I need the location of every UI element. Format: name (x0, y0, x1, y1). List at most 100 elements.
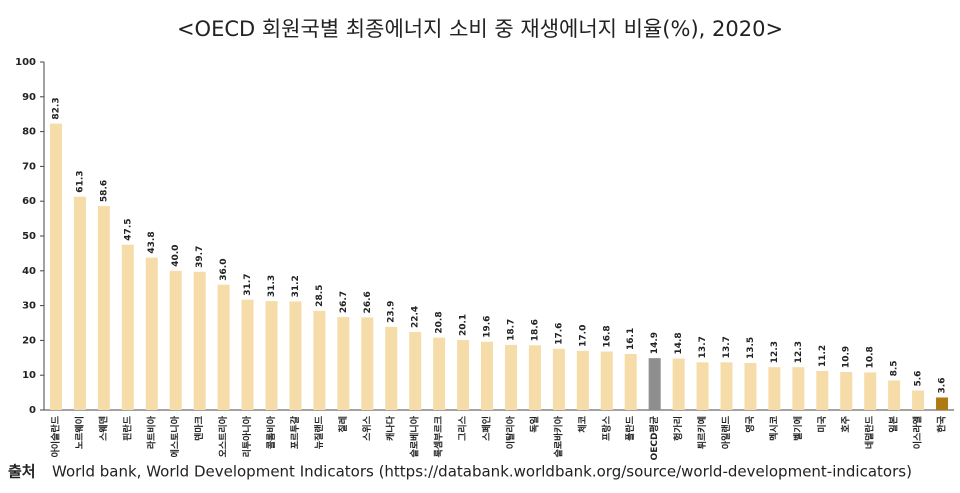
x-tick-label: 아일랜드 (720, 415, 732, 449)
value-label: 31.2 (291, 275, 301, 297)
x-tick-label: 콜롬비아 (265, 415, 277, 449)
bar (97, 206, 110, 410)
value-label: 40.0 (171, 245, 181, 267)
bar (624, 353, 637, 410)
x-tick-label: 칠레 (337, 416, 349, 433)
value-label: 31.3 (267, 275, 277, 297)
x-tick-label: OECD평균 (648, 415, 660, 460)
bar (768, 367, 781, 410)
bar (121, 244, 134, 410)
y-tick-label: 10 (22, 370, 36, 381)
value-label: 8.5 (890, 360, 900, 376)
value-label: 5.6 (914, 371, 924, 387)
y-tick-label: 70 (22, 161, 36, 172)
value-label: 61.3 (75, 170, 85, 192)
value-label: 26.7 (339, 291, 349, 313)
y-tick-label: 100 (15, 57, 36, 68)
x-tick-label: 룩셈부르크 (433, 416, 445, 457)
value-label: 14.8 (674, 332, 684, 354)
x-tick-label: 뉴질랜드 (313, 415, 325, 449)
x-tick-label: 핀란드 (121, 415, 133, 441)
bar (504, 344, 517, 410)
bar (792, 367, 805, 410)
bar (672, 358, 685, 410)
value-label: 16.8 (602, 325, 612, 347)
value-label: 43.8 (147, 231, 157, 253)
value-label: 3.6 (938, 378, 948, 394)
value-label: 11.2 (818, 345, 828, 367)
source-text: World bank, World Development Indicators… (52, 463, 912, 481)
x-tick-label: 그리스 (457, 415, 469, 441)
value-label: 12.3 (770, 341, 780, 363)
x-tick-label: 네덜란드 (864, 415, 876, 449)
value-label: 14.9 (650, 332, 660, 354)
value-label: 22.4 (411, 306, 421, 328)
x-tick-label: 튀르키예 (696, 416, 708, 449)
chart-title: <OECD 회원국별 최종에너지 소비 중 재생에너지 비율(%), 2020> (177, 17, 783, 41)
bar (936, 397, 949, 410)
value-label: 19.6 (483, 316, 493, 338)
value-label: 31.7 (243, 273, 253, 295)
bar (552, 348, 565, 410)
value-label: 17.6 (554, 323, 564, 345)
x-tick-label: 독일 (528, 416, 540, 433)
bar (265, 301, 278, 410)
x-tick-label: 미국 (816, 415, 828, 432)
x-tick-label: 리투아니아 (241, 415, 253, 457)
bar (696, 362, 709, 410)
value-label: 36.0 (219, 259, 229, 281)
x-tick-label: 헝가리 (672, 416, 684, 441)
bar (409, 332, 422, 410)
x-tick-label: 오스트리아 (217, 415, 229, 457)
bar (385, 326, 398, 410)
x-tick-label: 슬로베니아 (409, 415, 421, 457)
value-label: 47.5 (123, 218, 133, 240)
value-label: 58.6 (99, 180, 109, 202)
bar (481, 341, 494, 410)
source-label: 출처 (8, 463, 36, 481)
x-tick-label: 이스라엘 (912, 416, 924, 449)
value-label: 23.9 (387, 301, 397, 323)
x-tick-label: 폴란드 (624, 415, 636, 441)
bar (888, 380, 901, 410)
bar (433, 337, 446, 410)
bar (169, 270, 182, 410)
value-label: 20.1 (459, 314, 469, 336)
bar (145, 257, 158, 410)
bar (337, 317, 350, 410)
x-tick-label: 스웨덴 (97, 416, 109, 441)
bar (73, 196, 86, 410)
bar (241, 299, 254, 410)
x-tick-label: 아이슬란드 (49, 415, 61, 457)
y-tick-label: 40 (22, 266, 36, 277)
y-tick-label: 90 (22, 92, 36, 103)
x-tick-label: 캐나다 (385, 415, 397, 441)
y-tick-label: 20 (22, 335, 36, 346)
value-label: 18.6 (530, 319, 540, 341)
bar (816, 371, 829, 410)
bar (720, 362, 733, 410)
value-label: 18.7 (506, 319, 516, 341)
x-tick-label: 에스토니아 (169, 415, 181, 457)
value-label: 28.5 (315, 285, 325, 307)
x-tick-label: 슬로바키아 (552, 415, 564, 457)
x-tick-label: 호주 (841, 416, 852, 433)
y-tick-label: 60 (22, 196, 36, 207)
x-tick-label: 프랑스 (600, 415, 612, 441)
x-tick-label: 스페인 (481, 416, 493, 441)
y-tick-label: 80 (22, 127, 36, 138)
value-label: 10.8 (866, 346, 876, 368)
x-tick-label: 포르투갈 (289, 415, 301, 449)
bar (840, 372, 853, 410)
y-tick-label: 0 (29, 405, 36, 416)
bar (576, 350, 589, 410)
bar (193, 271, 206, 410)
x-tick-label: 덴마크 (193, 416, 205, 441)
x-tick-label: 스위스 (361, 415, 373, 441)
value-label: 16.1 (626, 328, 636, 350)
y-tick-label: 30 (22, 301, 36, 312)
bar (457, 340, 470, 410)
value-label: 82.3 (51, 97, 61, 119)
bar (313, 310, 326, 410)
